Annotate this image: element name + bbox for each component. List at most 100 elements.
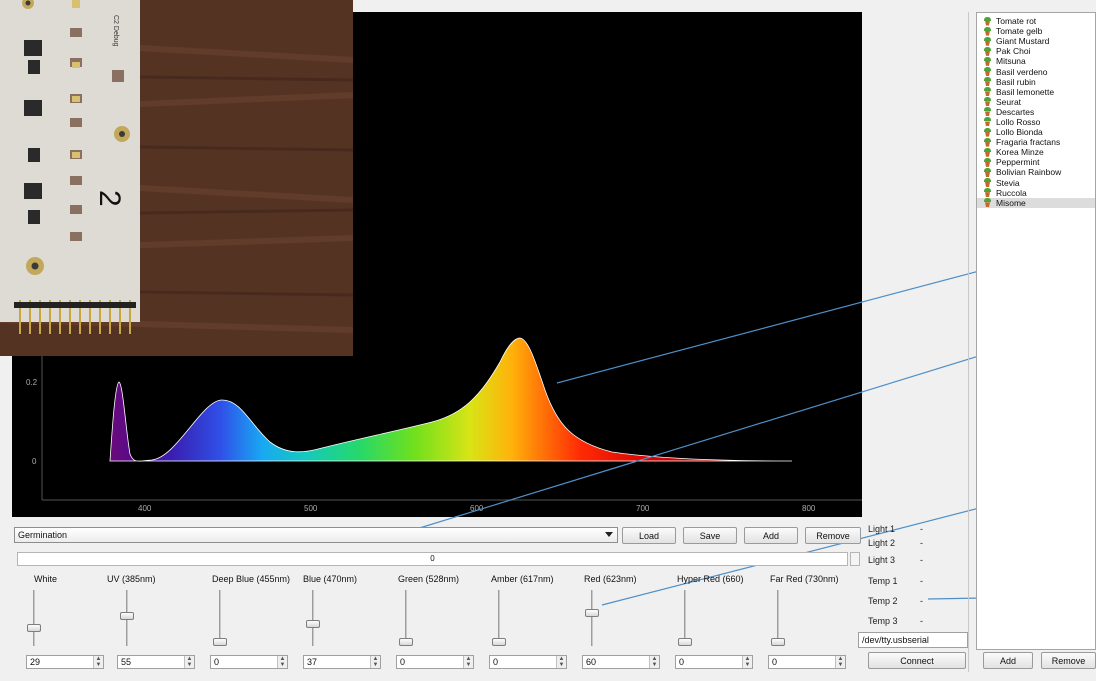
spinbox-amber[interactable]: 0 ▲ ▼	[489, 655, 567, 669]
status-value-temp-2: -	[920, 596, 923, 606]
plant-pot-icon	[984, 137, 991, 147]
plant-list-item[interactable]: Mitsuna	[977, 56, 1095, 66]
spinbox-far-red[interactable]: 0 ▲ ▼	[768, 655, 846, 669]
plant-list-item[interactable]: Tomate gelb	[977, 26, 1095, 36]
profile-select[interactable]: Germination	[14, 527, 618, 543]
spin-arrows-icon[interactable]: ▲ ▼	[742, 656, 752, 668]
spinbox-value: 60	[586, 657, 597, 667]
spinbox-uv[interactable]: 55 ▲ ▼	[117, 655, 195, 669]
status-value-light-3: -	[920, 555, 923, 565]
add-plant-button[interactable]: Add	[983, 652, 1033, 669]
x-tick-label: 600	[470, 504, 484, 513]
slider-track-red	[591, 590, 593, 646]
plant-list-item[interactable]: Seurat	[977, 97, 1095, 107]
plant-list-item[interactable]: Giant Mustard	[977, 36, 1095, 46]
y-tick-label: 0	[32, 457, 37, 466]
spinbox-blue[interactable]: 37 ▲ ▼	[303, 655, 381, 669]
slider-white[interactable]	[27, 624, 41, 633]
spinbox-value: 0	[214, 657, 220, 667]
load-button[interactable]: Load	[622, 527, 676, 544]
spinbox-green[interactable]: 0 ▲ ▼	[396, 655, 474, 669]
save-button[interactable]: Save	[683, 527, 737, 544]
slider-track-green	[405, 590, 407, 646]
plant-list-item-label: Peppermint	[996, 157, 1040, 168]
spin-arrows-icon[interactable]: ▲ ▼	[556, 656, 566, 668]
plant-list-item-label: Mitsuna	[996, 56, 1026, 67]
plant-list-item[interactable]: Basil rubin	[977, 77, 1095, 87]
plant-pot-icon	[984, 16, 991, 26]
plant-list-item-label: Tomate gelb	[996, 26, 1043, 37]
connect-button[interactable]: Connect	[868, 652, 966, 669]
plant-pot-icon	[984, 188, 991, 198]
plant-pot-icon	[984, 147, 991, 157]
spin-arrows-icon[interactable]: ▲ ▼	[184, 656, 194, 668]
channel-label-deep-blue: Deep Blue (455nm)	[212, 574, 291, 584]
spinbox-white[interactable]: 29 ▲ ▼	[26, 655, 104, 669]
plant-list-item-label: Ruccola	[996, 187, 1027, 198]
slider-deep-blue[interactable]	[213, 638, 227, 646]
plant-list-item-label: Tomate rot	[996, 16, 1037, 27]
status-value-temp-3: -	[920, 616, 923, 626]
plant-pot-icon	[984, 167, 991, 177]
plant-list-item[interactable]: Descartes	[977, 107, 1095, 117]
sidebar-divider	[968, 12, 969, 672]
slider-green[interactable]	[399, 638, 413, 646]
x-tick-label: 800	[802, 504, 816, 513]
status-label-temp-3: Temp 3	[868, 616, 898, 626]
plant-pot-icon	[984, 46, 991, 56]
remove-plant-button[interactable]: Remove	[1041, 652, 1096, 669]
slider-amber[interactable]	[492, 638, 506, 646]
plant-list-item[interactable]: Basil lemonette	[977, 87, 1095, 97]
remove-profile-button[interactable]: Remove	[805, 527, 861, 544]
spin-arrows-icon[interactable]: ▲ ▼	[277, 656, 287, 668]
add-profile-button[interactable]: Add	[744, 527, 798, 544]
plant-list-item[interactable]: Stevia	[977, 178, 1095, 188]
plant-pot-icon	[984, 36, 991, 46]
spinbox-value: 0	[772, 657, 778, 667]
channel-label-far-red: Far Red (730nm)	[770, 574, 839, 584]
status-label-light-3: Light 3	[868, 555, 896, 565]
spin-arrows-icon[interactable]: ▲ ▼	[463, 656, 473, 668]
plant-list-item[interactable]: Bolivian Rainbow	[977, 167, 1095, 177]
plant-list-item[interactable]: Lollo Rosso	[977, 117, 1095, 127]
plant-list-item[interactable]: Tomate rot	[977, 16, 1095, 26]
spinbox-deep-blue[interactable]: 0 ▲ ▼	[210, 655, 288, 669]
plant-list-item-label: Descartes	[996, 106, 1035, 117]
master-value: 0	[430, 554, 435, 563]
spinbox-hyper-red[interactable]: 0 ▲ ▼	[675, 655, 753, 669]
channel-label-uv: UV (385nm)	[107, 574, 156, 584]
spin-arrows-icon[interactable]: ▲ ▼	[370, 656, 380, 668]
slider-uv[interactable]	[120, 611, 134, 620]
master-value-spin[interactable]	[850, 552, 860, 566]
plant-pot-icon	[984, 117, 991, 127]
plant-list-item[interactable]: Peppermint	[977, 157, 1095, 167]
plant-list-item-label: Stevia	[996, 177, 1020, 188]
spin-arrows-icon[interactable]: ▲ ▼	[835, 656, 845, 668]
serial-port-field[interactable]: /dev/tty.usbserial	[858, 632, 968, 648]
plant-list-item[interactable]: Korea Minze	[977, 147, 1095, 157]
plant-list[interactable]: Tomate rot Tomate gelb Giant Mustard Pak Ch…	[976, 12, 1096, 650]
plant-list-item-label: Fragaria fractans	[996, 137, 1061, 148]
spin-arrows-icon[interactable]: ▲ ▼	[93, 656, 103, 668]
spinbox-red[interactable]: 60 ▲ ▼	[582, 655, 660, 669]
plant-pot-icon	[984, 127, 991, 137]
spin-arrows-icon[interactable]: ▲ ▼	[649, 656, 659, 668]
plant-pot-icon	[984, 107, 991, 117]
slider-blue[interactable]	[306, 620, 320, 629]
spectrum-curve	[109, 337, 793, 462]
slider-track-hyper-red	[684, 590, 686, 646]
plant-list-item[interactable]: Pak Choi	[977, 46, 1095, 56]
plant-list-item[interactable]: Lollo Bionda	[977, 127, 1095, 137]
slider-hyper-red[interactable]	[678, 638, 692, 646]
plant-list-item-label: Basil verdeno	[996, 66, 1048, 77]
spinbox-value: 55	[121, 657, 132, 667]
plant-list-item[interactable]: Fragaria fractans	[977, 137, 1095, 147]
master-value-bar[interactable]: 0	[17, 552, 848, 566]
plant-list-item[interactable]: Ruccola	[977, 188, 1095, 198]
plant-list-item[interactable]: Misome	[977, 197, 1095, 208]
slider-far-red[interactable]	[771, 638, 785, 646]
plant-list-item[interactable]: Basil verdeno	[977, 66, 1095, 77]
slider-track-blue	[312, 590, 314, 646]
slider-red[interactable]	[585, 609, 599, 618]
